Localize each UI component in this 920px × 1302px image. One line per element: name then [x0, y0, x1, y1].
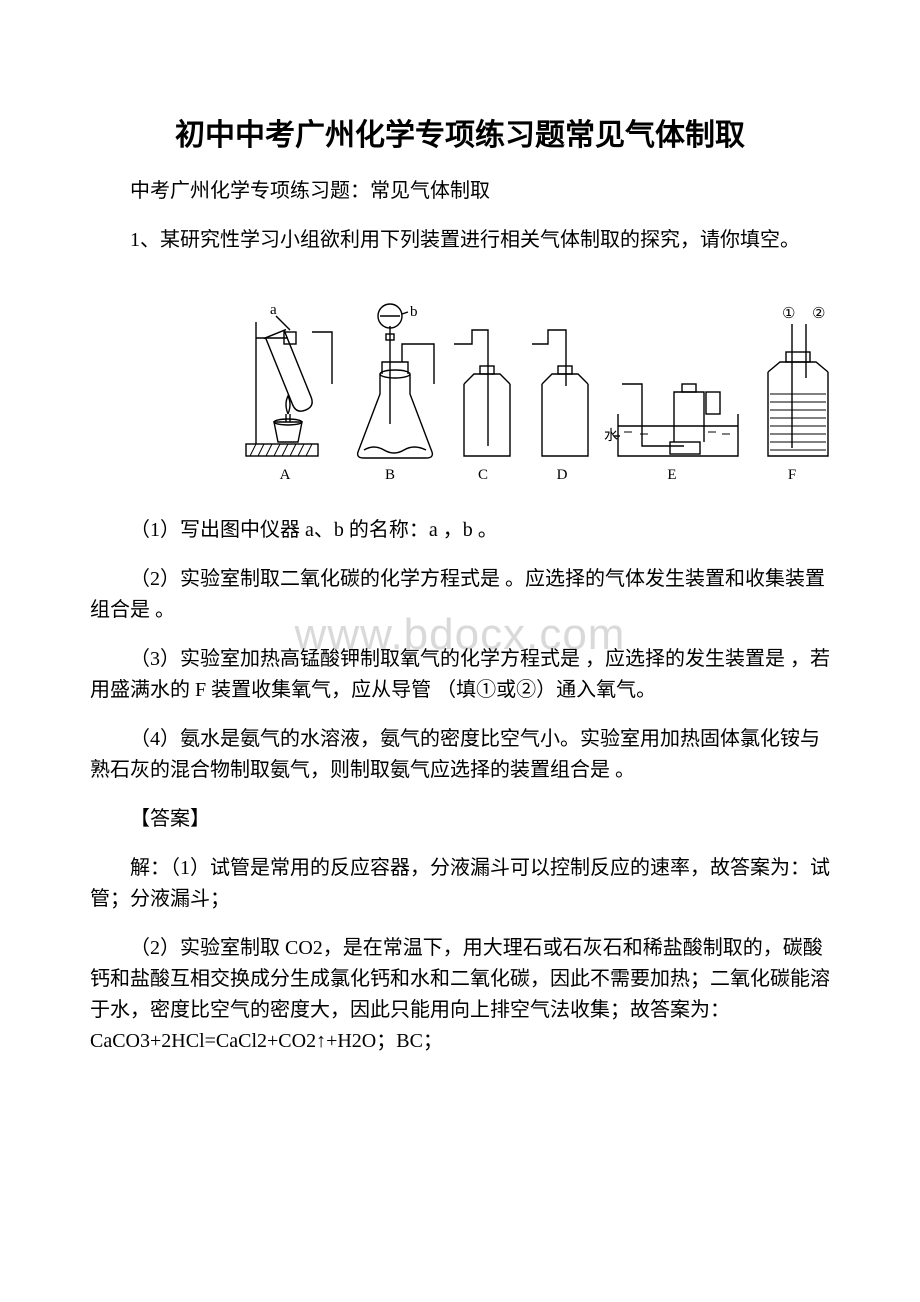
label-circ2: ②: [812, 306, 825, 322]
label-b: b: [410, 304, 418, 320]
question-1-intro: 1、某研究性学习小组欲利用下列装置进行相关气体制取的探究，请你填空。: [90, 225, 830, 256]
apparatus-D: [532, 330, 588, 456]
answer-part-2: （2）实验室制取 CO2，是在常温下，用大理石或石灰石和稀盐酸制取的，碳酸钙和盐…: [90, 933, 830, 1057]
question-1-part-3: （3）实验室加热高锰酸钾制取氧气的化学方程式是 ，应选择的发生装置是 ，若用盛满…: [90, 644, 830, 706]
answer-heading: 【答案】: [90, 804, 830, 835]
question-1-part-1: （1）写出图中仪器 a、b 的名称：a ，b 。: [90, 515, 830, 546]
apparatus-E: 水: [604, 384, 738, 456]
question-1-part-2: （2）实验室制取二氧化碳的化学方程式是 。应选择的气体发生装置和收集装置组合是 …: [90, 564, 830, 626]
apparatus-B: b: [358, 304, 434, 458]
page-title: 初中中考广州化学专项练习题常见气体制取: [90, 110, 830, 154]
answer-part-1: 解：（1）试管是常用的反应容器，分液漏斗可以控制反应的速率，故答案为：试管；分液…: [90, 853, 830, 915]
apparatus-C: [454, 330, 510, 456]
label-D: D: [557, 467, 568, 483]
apparatus-diagram: a: [240, 274, 850, 499]
label-a: a: [270, 302, 277, 318]
label-E: E: [667, 467, 676, 483]
apparatus-F: ① ②: [768, 306, 828, 456]
apparatus-A: a: [246, 302, 332, 456]
document-page: 初中中考广州化学专项练习题常见气体制取 中考广州化学专项练习题：常见气体制取 1…: [0, 0, 920, 1135]
label-F: F: [788, 467, 796, 483]
label-A: A: [280, 467, 291, 483]
label-circ1: ①: [782, 306, 795, 322]
subtitle-line: 中考广州化学专项练习题：常见气体制取: [90, 176, 830, 207]
question-1-part-4: （4）氨水是氨气的水溶液，氨气的密度比空气小。实验室用加热固体氯化铵与熟石灰的混…: [90, 724, 830, 786]
label-B: B: [385, 467, 395, 483]
apparatus-svg: a: [240, 274, 850, 494]
label-C: C: [478, 467, 488, 483]
